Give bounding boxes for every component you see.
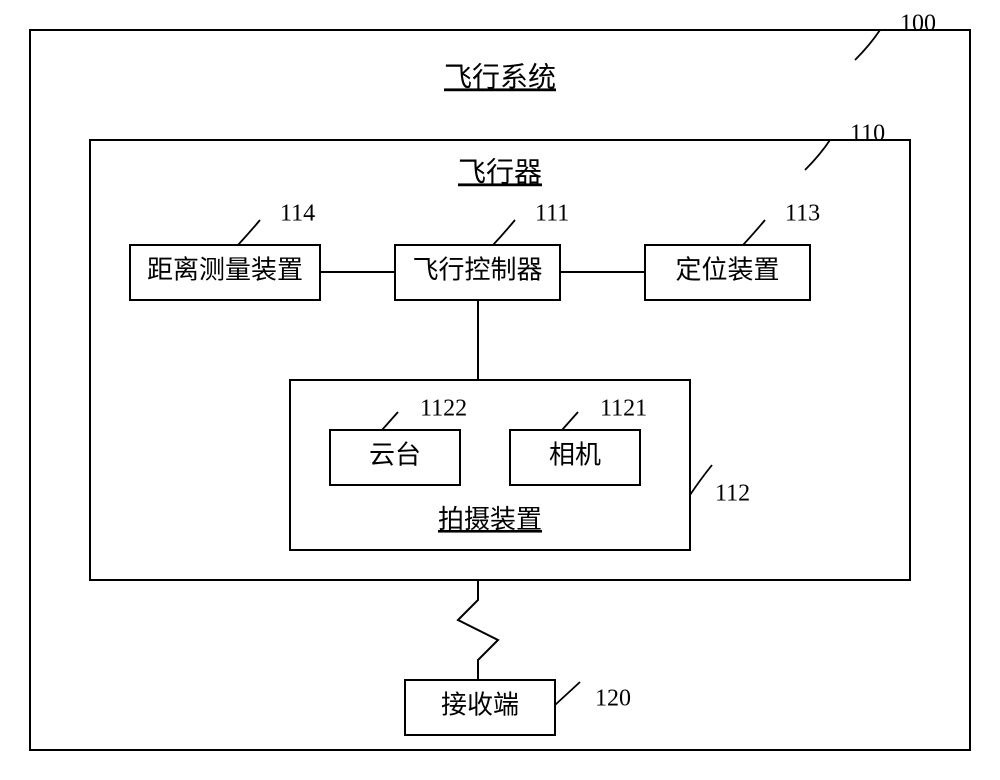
positioning-label: 定位装置 (675, 255, 779, 284)
gimbal-ref: 1122 (420, 396, 467, 422)
positioning-ref: 113 (785, 201, 820, 227)
aircraft-leader (805, 140, 830, 170)
camera-ref: 1121 (600, 396, 647, 422)
shoot-title: 拍摄装置 (438, 505, 542, 534)
aircraft-title: 飞行器 (458, 156, 542, 188)
controller-leader (493, 220, 515, 245)
controller-label: 飞行控制器 (412, 255, 542, 284)
outer-leader (855, 30, 880, 60)
distance-leader (238, 220, 260, 245)
outer-ref: 100 (900, 11, 936, 37)
receiver-ref: 120 (595, 686, 631, 712)
shoot-leader (690, 465, 712, 495)
camera-leader (562, 412, 578, 430)
camera-label: 相机 (549, 440, 601, 469)
outer-title: 飞行系统 (444, 61, 556, 93)
outer-box (30, 30, 970, 750)
distance-label: 距离测量装置 (147, 255, 303, 284)
diagram-canvas: 飞行系统 100 飞行器 110 距离测量装置 114 飞行控制器 111 定位装置 113 拍摄装… (0, 0, 1000, 780)
distance-ref: 114 (280, 201, 315, 227)
receiver-leader (555, 682, 580, 705)
receiver-label: 接收端 (441, 690, 519, 719)
gimbal-leader (382, 412, 398, 430)
link-zigzag (458, 580, 498, 680)
aircraft-ref: 110 (850, 121, 885, 147)
gimbal-label: 云台 (369, 440, 421, 469)
shoot-ref: 112 (715, 481, 750, 507)
controller-ref: 111 (535, 201, 569, 227)
positioning-leader (743, 220, 765, 245)
